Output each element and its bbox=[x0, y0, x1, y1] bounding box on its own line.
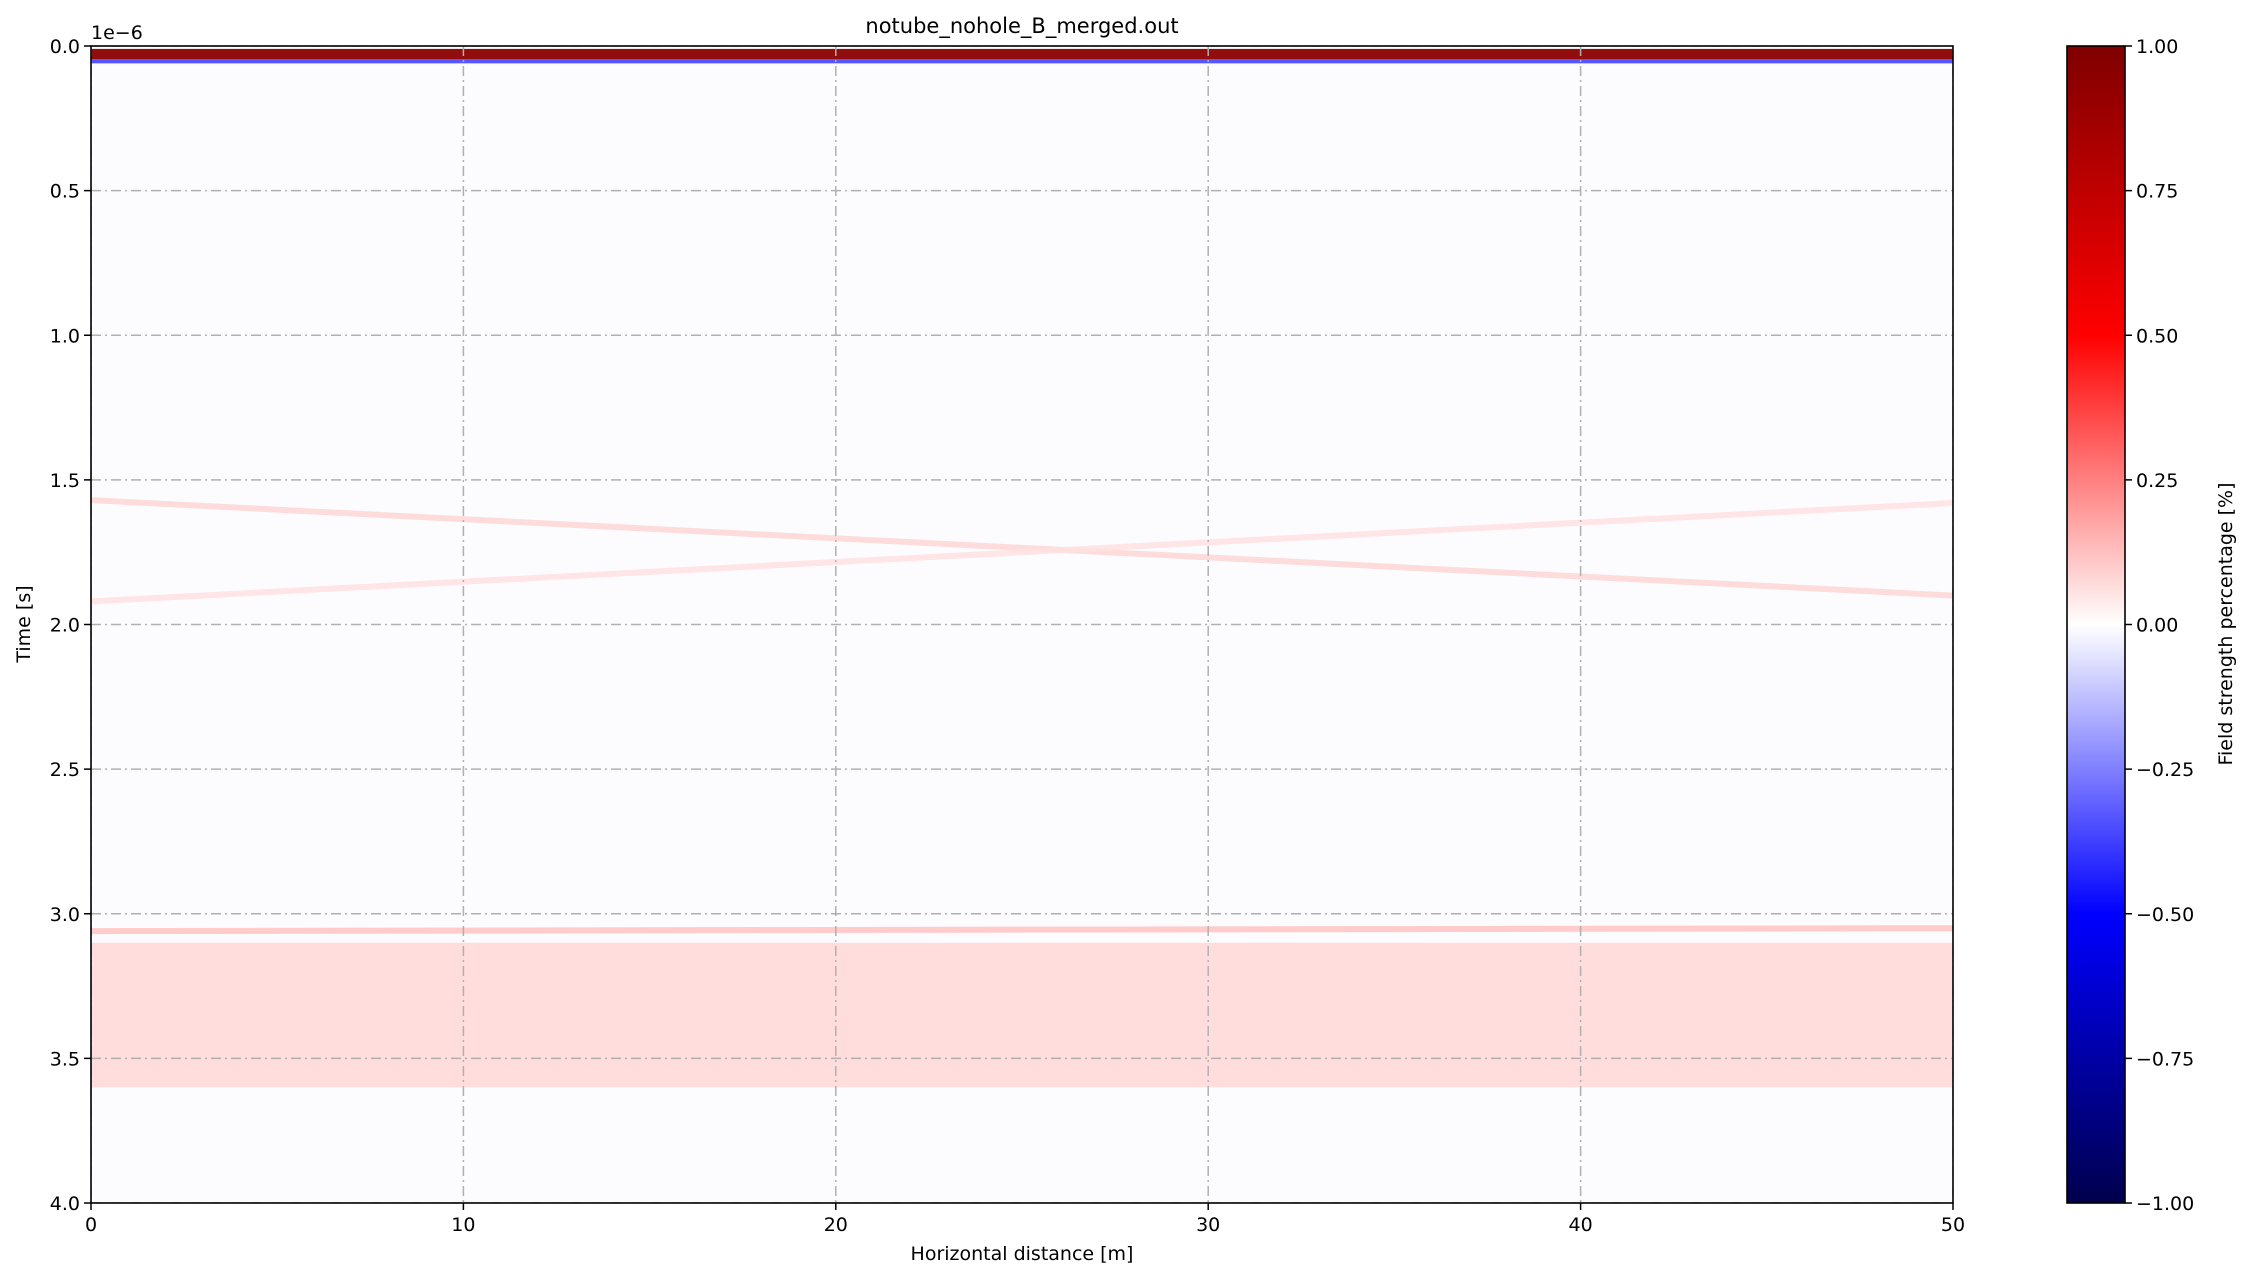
x-axis-ticks: 0 10 20 30 40 50 bbox=[85, 1203, 1965, 1236]
heatmap-feature-6 bbox=[91, 942, 1953, 1088]
x-tick-label: 30 bbox=[1196, 1214, 1220, 1236]
heatmap-feature-1 bbox=[91, 48, 1953, 60]
colorbar-ticks: 1.00 0.75 0.50 0.25 0.00 −0.25 −0.50 −0.75 −1.00 bbox=[2125, 36, 2194, 1215]
y-tick-label: 0.0 bbox=[50, 36, 80, 58]
colorbar-tick-label: −0.25 bbox=[2136, 759, 2194, 781]
y-tick-label: 3.5 bbox=[50, 1048, 80, 1070]
colorbar-tick-label: 1.00 bbox=[2136, 36, 2178, 58]
y-axis-label: Time [s] bbox=[13, 585, 35, 663]
y-tick-label: 1.5 bbox=[50, 470, 80, 492]
y-offset-text: 1e−6 bbox=[91, 22, 143, 44]
x-tick-label: 20 bbox=[824, 1214, 848, 1236]
y-tick-label: 4.0 bbox=[50, 1193, 80, 1215]
colorbar bbox=[2066, 45, 2126, 1204]
y-axis-ticks: 0.0 0.5 1.0 1.5 2.0 2.5 3.0 3.5 4.0 bbox=[50, 36, 91, 1215]
colorbar-tick-label: 0.00 bbox=[2136, 615, 2178, 637]
x-axis-label: Horizontal distance [m] bbox=[911, 1243, 1134, 1265]
grid-lines bbox=[91, 46, 1953, 1203]
colorbar-tick-label: 0.50 bbox=[2136, 325, 2178, 347]
heatmap-feature-5 bbox=[91, 925, 1953, 935]
y-tick-label: 1.0 bbox=[50, 325, 80, 347]
x-tick-label: 40 bbox=[1569, 1214, 1593, 1236]
heatmap-feature-3 bbox=[91, 497, 1953, 599]
heatmap-feature-2 bbox=[91, 59, 1953, 64]
colorbar-tick-label: −1.00 bbox=[2136, 1193, 2194, 1215]
x-tick-label: 0 bbox=[85, 1214, 97, 1236]
y-tick-label: 2.5 bbox=[50, 759, 80, 781]
heatmap-features bbox=[91, 48, 1953, 1088]
colorbar-tick-label: 0.75 bbox=[2136, 181, 2178, 203]
heatmap-feature-4 bbox=[91, 500, 1953, 605]
colorbar-tick-label: −0.75 bbox=[2136, 1048, 2194, 1070]
y-tick-label: 3.0 bbox=[50, 904, 80, 926]
y-tick-label: 2.0 bbox=[50, 615, 80, 637]
heatmap-plot-area bbox=[91, 46, 1953, 1203]
x-tick-label: 50 bbox=[1941, 1214, 1965, 1236]
y-tick-label: 0.5 bbox=[50, 181, 80, 203]
x-tick-label: 10 bbox=[451, 1214, 475, 1236]
colorbar-label: Field strength percentage [%] bbox=[2215, 482, 2237, 765]
colorbar-tick-label: −0.50 bbox=[2136, 904, 2194, 926]
chart-title: notube_nohole_B_merged.out bbox=[865, 14, 1178, 39]
colorbar-tick-label: 0.25 bbox=[2136, 470, 2178, 492]
